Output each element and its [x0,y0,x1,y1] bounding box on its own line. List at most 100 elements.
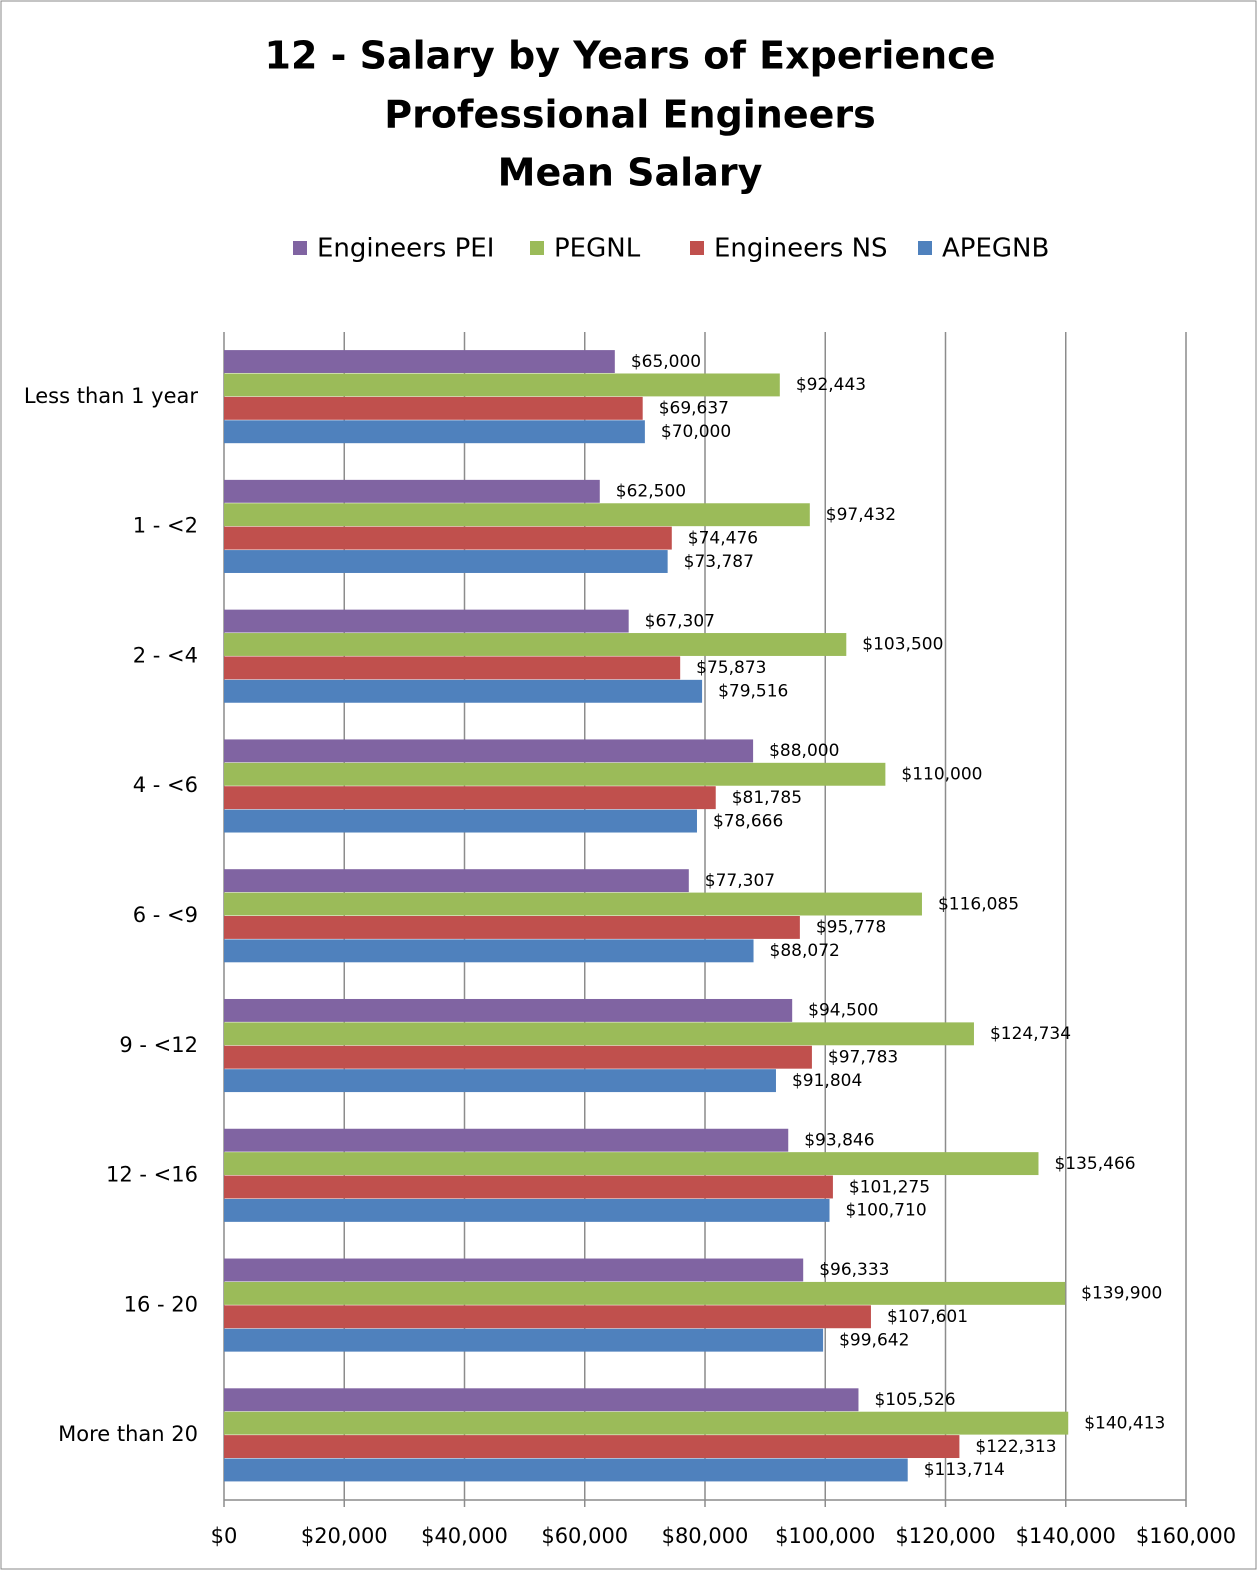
bar [224,939,754,963]
data-label: $139,900 [1081,1284,1162,1304]
data-label: $88,072 [770,941,840,961]
legend-swatch [690,241,704,255]
bar [224,609,629,633]
data-label: $97,783 [828,1047,898,1067]
data-label: $135,466 [1054,1154,1135,1174]
bar [224,350,615,373]
legend-swatch [530,241,544,255]
bar [224,892,922,916]
bar [224,998,793,1022]
data-label: $97,432 [826,505,896,525]
bar [224,762,886,786]
bar [224,1128,789,1152]
data-label: $77,307 [705,871,775,891]
data-label: $100,710 [846,1201,927,1221]
data-label: $95,778 [816,918,886,938]
data-label: $101,275 [849,1177,930,1197]
legend-label: Engineers PEI [317,234,494,264]
bar [224,679,703,703]
bar [224,503,810,527]
bar [224,373,780,397]
data-label: $93,846 [804,1130,874,1150]
legend-swatch [918,241,932,255]
y-tick-label: 2 - <4 [133,643,198,667]
data-label: $91,804 [792,1071,862,1091]
data-label: $79,516 [718,682,788,702]
data-label: $65,000 [631,352,701,372]
bar [224,786,716,810]
data-label: $88,000 [769,741,839,761]
y-tick-label: 4 - <6 [133,773,198,797]
bar [224,1069,776,1093]
bar [224,916,800,939]
data-label: $107,601 [887,1307,968,1327]
bar [224,1435,960,1459]
bar [224,1022,974,1046]
x-tick-label: $20,000 [301,1524,388,1548]
bar [224,479,600,503]
data-label: $75,873 [696,658,766,678]
bar [224,1458,908,1482]
legend-label: Engineers NS [714,234,888,264]
legend-label: APEGNB [942,234,1049,264]
y-tick-label: 9 - <12 [119,1033,198,1057]
x-tick-label: $160,000 [1136,1524,1236,1548]
bar [224,869,689,893]
data-label: $124,734 [990,1024,1071,1044]
data-label: $122,313 [975,1437,1056,1457]
data-label: $103,500 [862,635,943,655]
y-tick-label: Less than 1 year [24,384,198,408]
bar [224,1328,824,1352]
bar [224,633,847,656]
data-label: $140,413 [1084,1413,1165,1433]
data-label: $67,307 [645,611,715,631]
x-tick-label: $100,000 [775,1524,875,1548]
bar [224,396,643,420]
data-label: $92,443 [796,375,866,395]
data-label: $81,785 [732,788,802,808]
bar [224,1388,859,1412]
data-label: $62,500 [616,482,686,502]
data-label: $78,666 [713,811,783,831]
data-label: $74,476 [688,528,758,548]
x-tick-label: $40,000 [421,1524,508,1548]
bar [224,1411,1069,1435]
x-tick-label: $120,000 [895,1524,995,1548]
bar [224,656,681,680]
bar [224,1258,804,1282]
bar [224,1152,1039,1176]
bar [224,1305,871,1329]
data-label: $116,085 [938,894,1019,914]
y-tick-label: More than 20 [58,1422,198,1446]
x-tick-label: $60,000 [541,1524,628,1548]
bar [224,809,697,833]
x-tick-label: $80,000 [662,1524,749,1548]
chart-title: 12 - Salary by Years of Experience [265,34,996,78]
legend-label: PEGNL [554,234,641,264]
chart-title: Mean Salary [498,151,763,195]
data-label: $73,787 [684,552,754,572]
y-tick-label: 1 - <2 [133,514,198,538]
x-tick-label: $140,000 [1016,1524,1116,1548]
y-tick-label: 6 - <9 [133,903,198,927]
bar [224,1045,812,1069]
y-tick-label: 12 - <16 [106,1163,198,1187]
x-tick-label: $0 [211,1524,238,1548]
data-label: $69,637 [659,399,729,419]
bar [224,550,668,573]
data-label: $94,500 [808,1001,878,1021]
y-tick-label: 16 - 20 [124,1292,198,1316]
bar [224,420,645,444]
bar [224,1175,833,1199]
data-label: $96,333 [819,1260,889,1280]
data-label: $113,714 [924,1460,1005,1480]
data-label: $99,642 [839,1330,909,1350]
data-label: $70,000 [661,422,731,442]
bar [224,1281,1066,1305]
bar [224,526,672,550]
bar [224,1198,830,1222]
bar [224,739,754,763]
data-label: $105,526 [874,1390,955,1410]
legend-swatch [293,241,307,255]
